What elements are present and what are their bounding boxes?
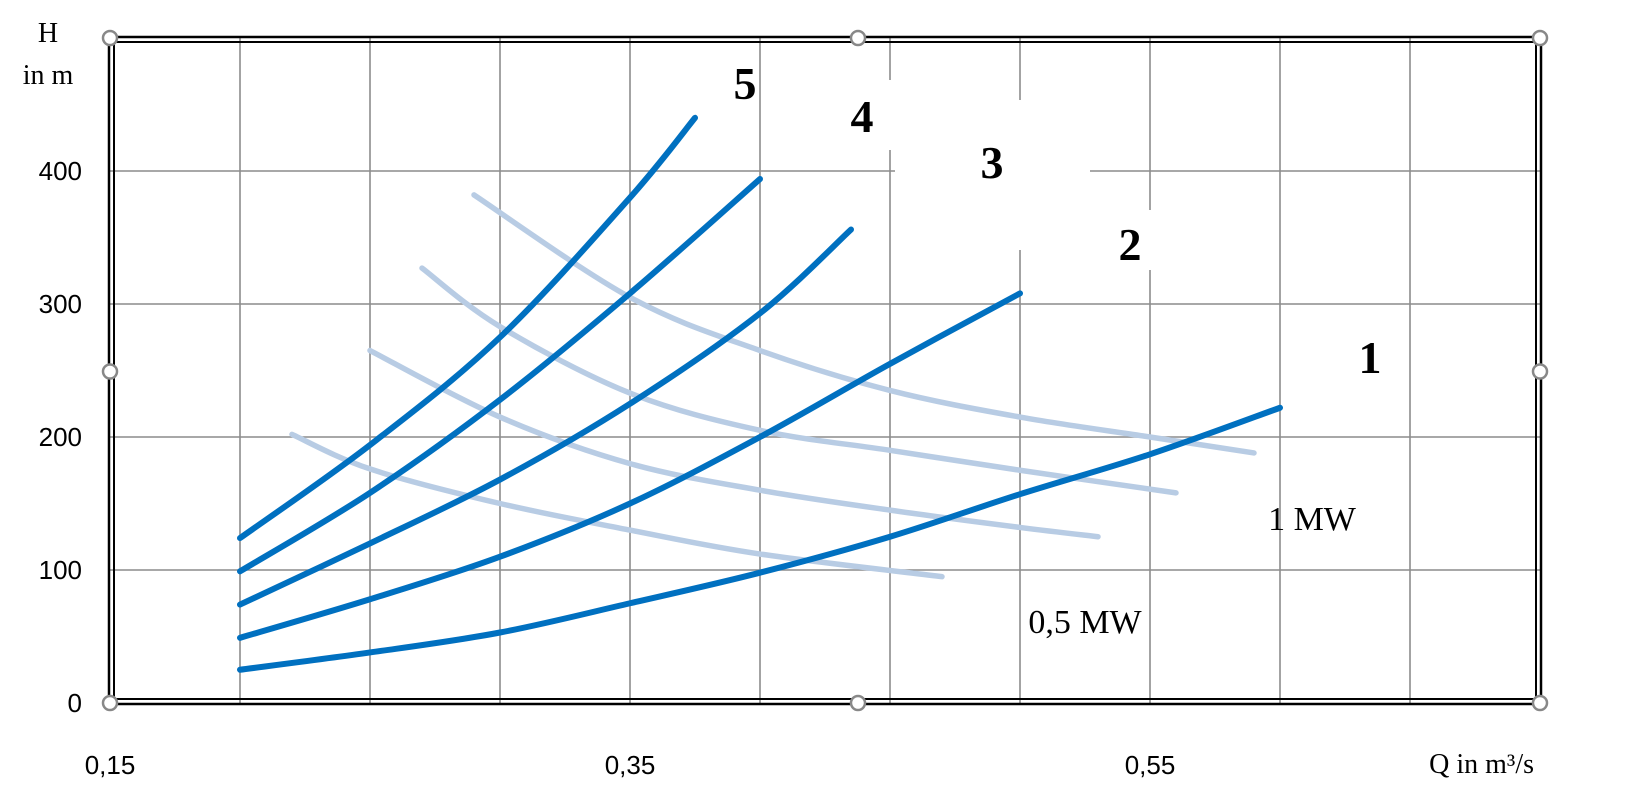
series-line bbox=[237, 226, 854, 608]
y-tick-label: 200 bbox=[39, 422, 82, 452]
series-line bbox=[237, 175, 763, 575]
y-axis-title: H bbox=[38, 18, 58, 49]
curve-labels: 1 2 3 4 5 0,5 MW 1 MW bbox=[734, 58, 1382, 641]
selection-handle[interactable] bbox=[1531, 29, 1549, 47]
series-line bbox=[237, 114, 698, 542]
power-label: 0,5 MW bbox=[1028, 604, 1142, 641]
curve-label-4: 4 bbox=[851, 91, 874, 142]
tick-labels: 0 100 200 300 400 0,15 0,35 0,55 bbox=[39, 156, 1176, 780]
curve-label-1: 1 bbox=[1359, 332, 1382, 383]
selection-handle[interactable] bbox=[101, 694, 119, 712]
series-line bbox=[237, 290, 1023, 641]
label-background bbox=[832, 80, 952, 150]
x-tick-label: 0,15 bbox=[85, 750, 136, 780]
series-line bbox=[237, 404, 1283, 673]
label-background bbox=[1094, 210, 1198, 270]
selection-handle[interactable] bbox=[849, 29, 867, 47]
series-line bbox=[367, 347, 1101, 540]
selection-handle[interactable] bbox=[101, 363, 119, 380]
series-lines bbox=[237, 114, 1283, 673]
x-axis-title: Q in m³/s bbox=[1429, 749, 1534, 780]
y-tick-label: 0 bbox=[68, 688, 82, 718]
power-label: 1 MW bbox=[1268, 501, 1357, 538]
selection-handle[interactable] bbox=[101, 29, 119, 47]
y-tick-label: 100 bbox=[39, 555, 82, 585]
selection-handle[interactable] bbox=[1531, 363, 1549, 380]
y-tick-label: 400 bbox=[39, 156, 82, 186]
selection-handle[interactable] bbox=[1531, 694, 1549, 712]
plot-frame bbox=[101, 29, 1549, 712]
y-axis-unit: in m bbox=[23, 60, 74, 91]
y-tick-label: 300 bbox=[39, 289, 82, 319]
x-tick-label: 0,55 bbox=[1125, 750, 1176, 780]
selection-handle[interactable] bbox=[849, 694, 867, 712]
curve-label-5: 5 bbox=[734, 58, 757, 109]
x-tick-label: 0,35 bbox=[605, 750, 656, 780]
series-line bbox=[471, 192, 1257, 456]
curve-label-3: 3 bbox=[981, 137, 1004, 188]
curve-label-2: 2 bbox=[1119, 219, 1142, 270]
